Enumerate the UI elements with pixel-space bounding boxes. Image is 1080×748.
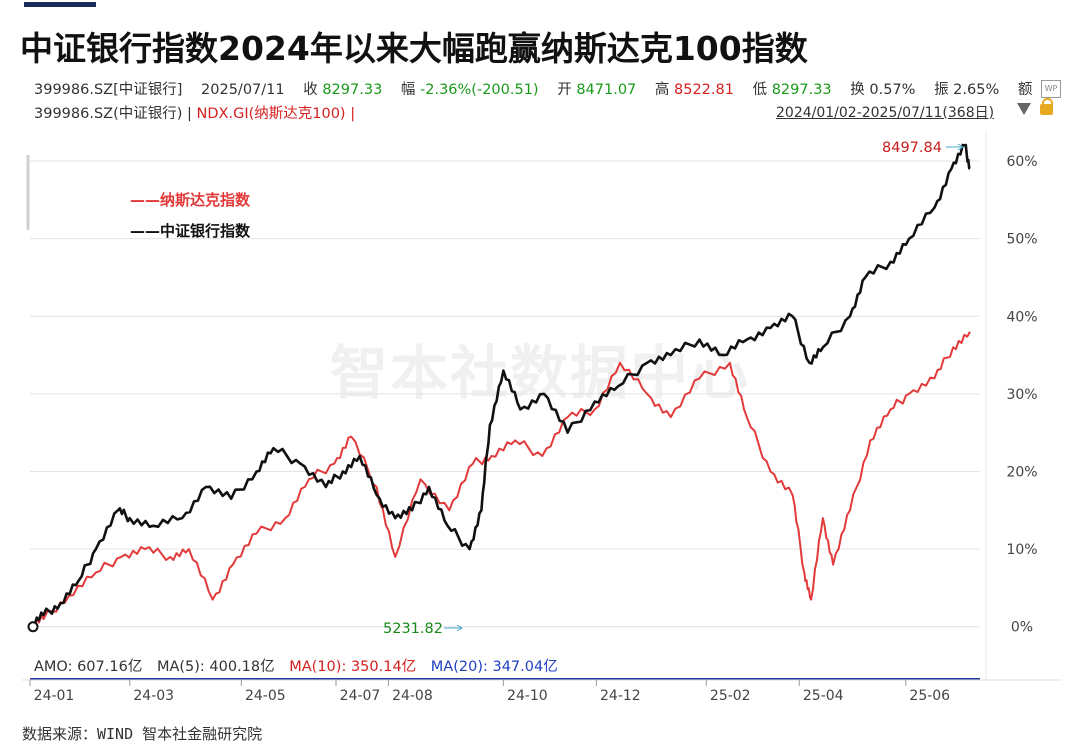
max-arrow-head: [957, 143, 964, 151]
legend: ——纳斯达克指数 ——中证银行指数: [130, 191, 251, 240]
x-axis: 24-01 24-03 24-05 24-07 24-08 24-10 24-12 25-02…: [22, 679, 1062, 704]
max-annotation: 8497.84: [882, 140, 942, 156]
y-tick-label: 50%: [1006, 232, 1037, 248]
series-tab-bank[interactable]: 399986.SZ(中证银行) |: [34, 106, 192, 122]
y-axis: 0% 10% 20% 30% 40% 50% 60%: [1006, 154, 1037, 636]
quote-turnover: 换 0.57%: [850, 82, 916, 98]
start-point-marker: [27, 621, 39, 633]
quote-amount: 额: [1017, 82, 1033, 98]
amo-ma10: MA(10): 350.14亿: [289, 659, 417, 675]
quote-high: 高 8522.81: [654, 82, 734, 98]
x-tick-label: 24-10: [507, 688, 548, 704]
dropdown-triangle-icon[interactable]: [1017, 103, 1031, 115]
wp-icon[interactable]: WP: [1041, 80, 1061, 98]
quote-amp: 振 2.65%: [934, 82, 1000, 98]
quote-date: 2025/07/11: [201, 82, 285, 98]
data-source: 数据来源：WIND 智本社金融研究院: [22, 725, 263, 743]
y-tick-label: 40%: [1006, 309, 1037, 325]
y-tick-label: 0%: [1011, 620, 1033, 636]
y-tick-label: 10%: [1006, 542, 1037, 558]
quote-code[interactable]: 399986.SZ[中证银行]: [34, 82, 183, 98]
x-tick-label: 25-04: [803, 688, 844, 704]
amo-value: AMO: 607.16亿: [34, 659, 143, 675]
quote-low: 低 8297.33: [752, 82, 832, 98]
x-tick-label: 25-02: [710, 688, 751, 704]
date-range[interactable]: 2024/01/02-2025/07/11(368日): [776, 105, 995, 121]
chart-title: 中证银行指数2024年以来大幅跑赢纳斯达克100指数: [20, 29, 808, 68]
annotations: 8497.84 5231.82: [383, 140, 964, 637]
legend-bank: ——中证银行指数: [130, 222, 251, 240]
series-selector: 399986.SZ(中证银行) | NDX.GI(纳斯达克100) |: [34, 102, 355, 123]
x-tick-label: 24-12: [600, 688, 641, 704]
y-tick-label: 30%: [1006, 387, 1037, 403]
amo-ma20: MA(20): 347.04亿: [430, 659, 558, 675]
quote-close: 收 8297.33: [303, 82, 383, 98]
amo-bar: AMO: 607.16亿 MA(5): 400.18亿 MA(10): 350.…: [34, 655, 568, 676]
quote-change: 幅 -2.36%(-200.51): [400, 82, 539, 98]
x-tick-label: 24-03: [133, 688, 174, 704]
amo-ma5: MA(5): 400.18亿: [156, 659, 275, 675]
title-accent-bar: [24, 2, 96, 7]
legend-nasdaq: ——纳斯达克指数: [130, 191, 251, 209]
series-line-bank: [28, 143, 971, 628]
min-annotation: 5231.82: [383, 621, 443, 637]
x-tick-label: 24-07: [340, 688, 381, 704]
x-tick-label: 24-01: [34, 688, 75, 704]
y-tick-label: 20%: [1006, 464, 1037, 480]
x-tick-label: 24-05: [245, 688, 286, 704]
quote-open: 开 8471.07: [557, 82, 637, 98]
series-lines: [27, 143, 971, 633]
x-tick-label: 25-06: [909, 688, 950, 704]
grid: [26, 130, 987, 680]
quote-bar: 399986.SZ[中证银行] 2025/07/11 收 8297.33 幅 -…: [34, 78, 1046, 99]
y-tick-label: 60%: [1006, 154, 1037, 170]
x-tick-label: 24-08: [392, 688, 433, 704]
series-tab-nasdaq[interactable]: NDX.GI(纳斯达克100) |: [196, 106, 356, 122]
lock-icon[interactable]: [1040, 98, 1053, 115]
series-line-nasdaq: [29, 331, 971, 628]
min-arrow-head: [456, 624, 463, 632]
